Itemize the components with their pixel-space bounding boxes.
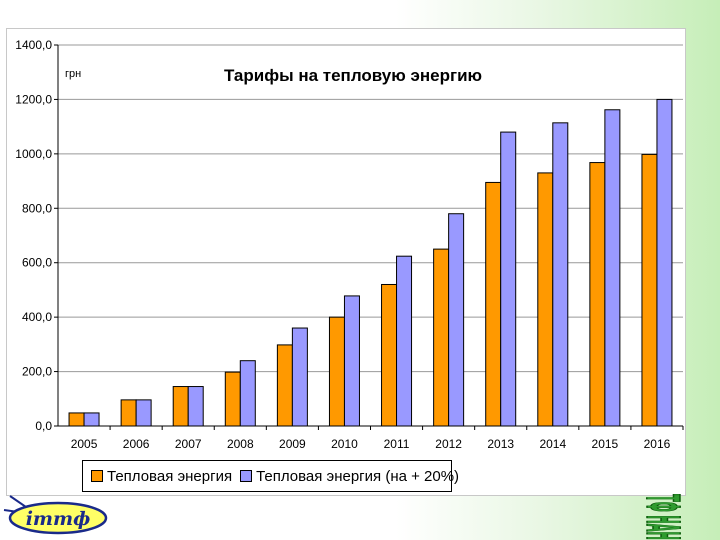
legend-item-series2: Тепловая энергия (на + 20%) [240,468,459,485]
legend-swatch-series2 [240,470,253,482]
bar-series1 [120,399,137,427]
x-tick-label: 2014 [539,437,566,451]
bar-series1 [328,316,345,427]
logo-right-text: ІТТФ НАНУ [636,494,690,540]
axes: 0,0 200,0 400,0 600,0 800,0 1000,0 1200,0 1400,… [15,38,684,451]
bar-chart: 0,0 200,0 400,0 600,0 800,0 1000,0 1200,0 1400,… [15,38,684,451]
bar-series2 [396,255,413,427]
legend: Тепловая энергия Тепловая энергия (на + … [82,460,459,492]
unit-label: грн [65,68,81,80]
x-tick-label: 2006 [123,437,150,451]
bar-series2 [187,386,204,427]
bar-series1 [172,386,189,427]
legend-swatch-series1 [91,470,103,482]
logo-left-text: ітmф [26,508,91,530]
bar-series2 [656,98,673,427]
x-tick-label: 2016 [644,437,671,451]
y-tick-label: 1400,0 [15,38,52,52]
x-tick-label: 2012 [435,437,462,451]
y-tick-label: 1200,0 [15,92,52,106]
bar-series1 [641,153,658,427]
bar-series1 [224,371,241,427]
ittf-logo: ітmф [3,495,108,535]
bar-series1 [68,412,85,427]
legend-label-series2: Тепловая энергия (на + 20%) [256,467,460,485]
x-tick-label: 2009 [279,437,306,451]
y-tick-label: 0,0 [35,419,52,433]
y-tick-label: 400,0 [22,310,52,324]
bar-series2 [83,412,100,427]
legend-label-series1: Тепловая энергия [107,467,233,485]
bar-series2 [552,122,569,427]
bar-series1 [589,162,606,427]
bar-series1 [537,172,554,427]
grid-lines [58,44,683,373]
bar-series1 [433,248,450,427]
bar-series2 [343,295,360,427]
bar-series1 [485,181,502,427]
chart-title: Тарифы на тепловую энергию [224,66,482,85]
bar-series1 [276,344,293,427]
bar-series1 [381,283,398,427]
x-tick-label: 2008 [227,437,254,451]
bar-series2 [135,399,152,427]
y-tick-label: 600,0 [22,256,52,270]
bar-series2 [500,131,517,427]
legend-item-series1: Тепловая энергия [91,468,232,485]
y-tick-label: 1000,0 [15,147,52,161]
y-tick-label: 800,0 [22,201,52,215]
ittf-nanu-logo: ІТТФ НАНУ [635,494,690,540]
bar-series2 [448,213,465,427]
x-tick-label: 2013 [487,437,514,451]
x-tick-label: 2010 [331,437,358,451]
x-tick-label: 2005 [71,437,98,451]
chart-panel: 0,0 200,0 400,0 600,0 800,0 1000,0 1200,0 1400,… [6,28,686,496]
bar-series2 [604,109,621,427]
x-tick-label: 2007 [175,437,202,451]
bars [68,98,673,427]
x-tick-label: 2015 [592,437,619,451]
bar-series2 [291,327,308,427]
bar-series2 [239,360,256,427]
x-tick-label: 2011 [384,437,410,451]
logo-ellipse [8,501,108,535]
y-tick-label: 200,0 [22,365,52,379]
